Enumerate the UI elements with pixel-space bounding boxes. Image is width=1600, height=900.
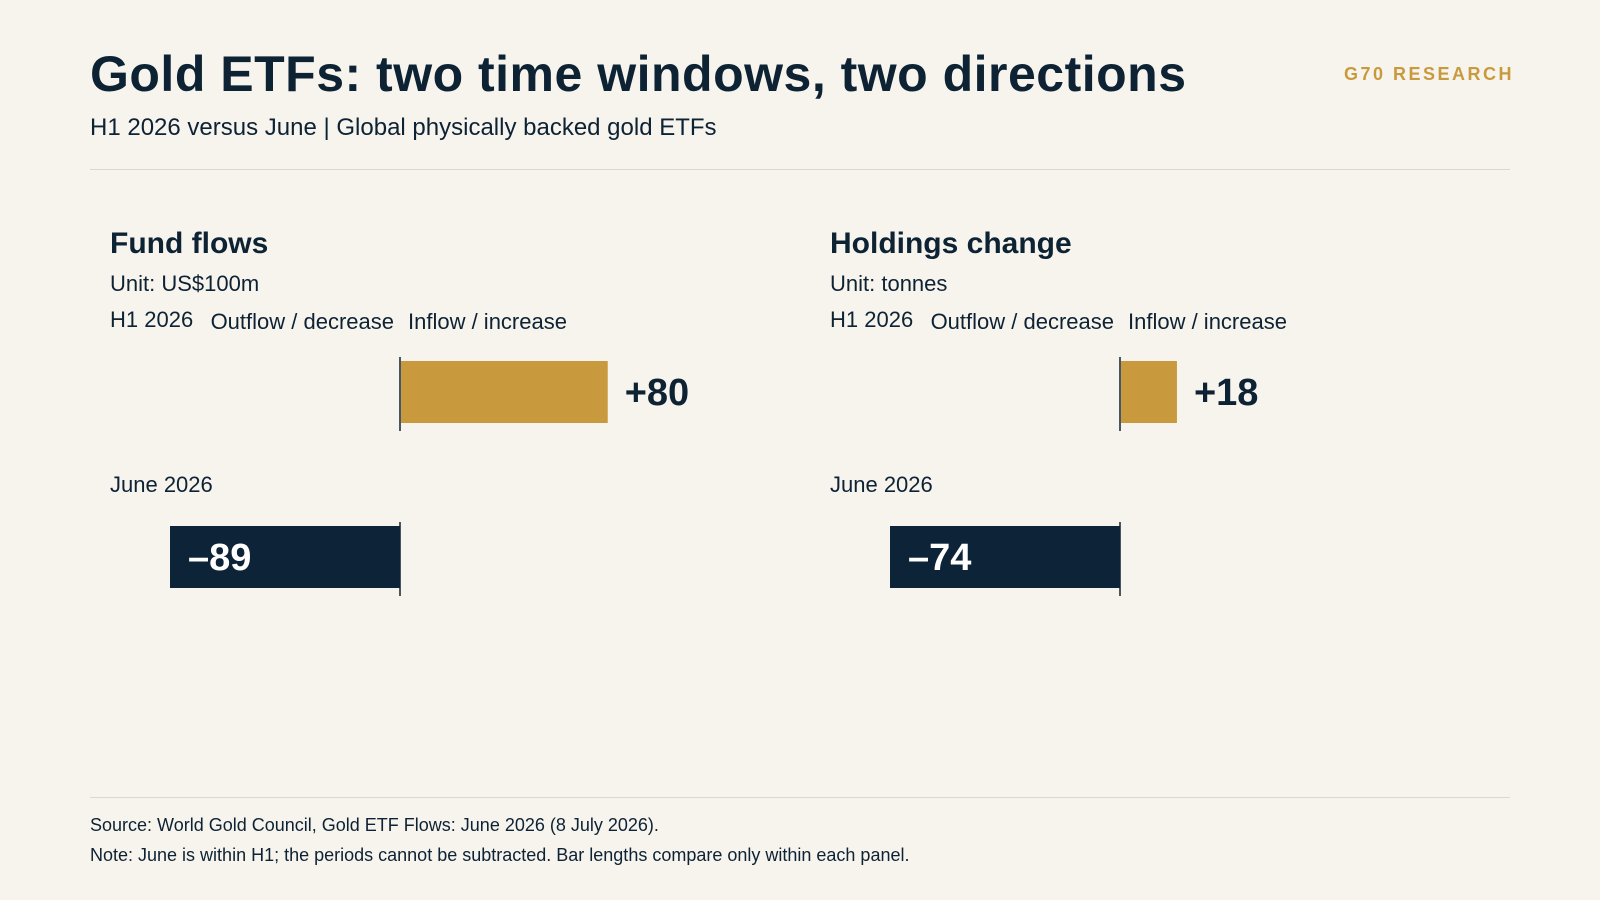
panel-unit: Unit: tonnes	[830, 271, 948, 296]
direction-label-positive: Inflow / increase	[408, 309, 567, 334]
value-label: +80	[625, 372, 689, 414]
footer-divider	[90, 797, 1510, 798]
category-label: H1 2026	[830, 307, 913, 332]
value-label: –74	[908, 537, 971, 579]
bar-positive	[1121, 361, 1177, 423]
source-note: Source: World Gold Council, Gold ETF Flo…	[90, 815, 659, 835]
direction-label-positive: Inflow / increase	[1128, 309, 1287, 334]
category-label: June 2026	[830, 472, 933, 497]
panel-title: Fund flows	[110, 227, 269, 260]
fund-flows-panel: Fund flows Unit: US$100m Outflow / decre…	[90, 220, 790, 640]
category-label: June 2026	[110, 472, 213, 497]
bar-positive	[401, 361, 608, 423]
panel-unit: Unit: US$100m	[110, 271, 260, 296]
direction-label-negative: Outflow / decrease	[931, 309, 1114, 334]
value-label: –89	[188, 537, 251, 579]
direction-label-negative: Outflow / decrease	[211, 309, 394, 334]
bar-negative	[170, 526, 400, 588]
header-divider	[90, 169, 1510, 170]
fund-flows-chart: Outflow / decrease Inflow / increase H1 20…	[110, 307, 689, 596]
page-subtitle: H1 2026 versus June | Global physically …	[90, 114, 717, 141]
bar-negative	[890, 526, 1120, 588]
value-label: +18	[1194, 372, 1258, 414]
category-label: H1 2026	[110, 307, 193, 332]
footnote: Note: June is within H1; the periods can…	[90, 845, 910, 865]
brand-label: G70 RESEARCH	[1343, 64, 1514, 84]
page-title: Gold ETFs: two time windows, two directi…	[90, 46, 1187, 102]
panel-title: Holdings change	[830, 227, 1072, 260]
holdings-change-panel: Holdings change Unit: tonnes Outflow / d…	[810, 220, 1510, 640]
holdings-change-chart: Outflow / decrease Inflow / increase H1 20…	[830, 307, 1287, 596]
